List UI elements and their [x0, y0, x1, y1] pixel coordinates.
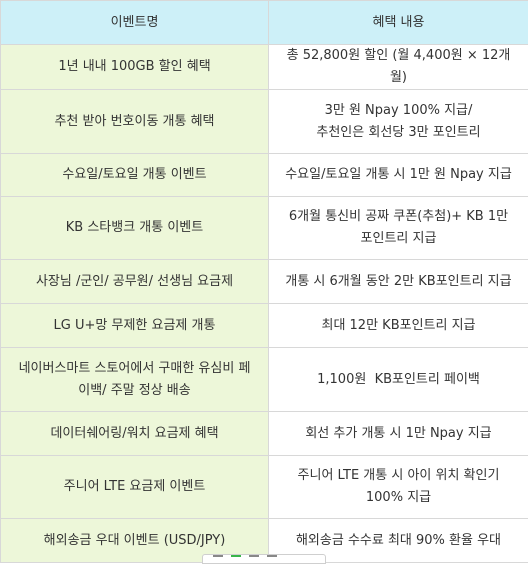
table-row: 수요일/토요일 개통 이벤트 수요일/토요일 개통 시 1만 원 Npay 지급: [1, 154, 528, 197]
benefit-cell: 개통 시 6개월 동안 2만 KB포인트리 지급: [269, 260, 528, 304]
event-cell: 1년 내내 100GB 할인 혜택: [1, 45, 269, 90]
header-benefit: 혜택 내용: [269, 1, 528, 45]
event-cell: KB 스타뱅크 개통 이벤트: [1, 197, 269, 260]
benefit-cell: 총 52,800원 할인 (월 4,400원 × 12개월): [269, 45, 528, 90]
table-header-row: 이벤트명 혜택 내용: [1, 1, 528, 45]
table-row: 데이터쉐어링/워치 요금제 혜택 회선 추가 개통 시 1만 Npay 지급: [1, 412, 528, 456]
table-row: 네이버스마트 스토어에서 구매한 유심비 페이백/ 주말 정상 배송 1,100…: [1, 348, 528, 412]
table-row: KB 스타뱅크 개통 이벤트 6개월 통신비 공짜 쿠폰(추첨)+ KB 1만 …: [1, 197, 528, 260]
benefit-cell: 수요일/토요일 개통 시 1만 원 Npay 지급: [269, 154, 528, 197]
benefit-cell: 주니어 LTE 개통 시 아이 위치 확인기 100% 지급: [269, 456, 528, 519]
event-cell: 데이터쉐어링/워치 요금제 혜택: [1, 412, 269, 456]
minus-icon[interactable]: [213, 555, 223, 563]
line-icon[interactable]: [231, 555, 241, 563]
benefit-cell: 6개월 통신비 공짜 쿠폰(추첨)+ KB 1만 포인트리 지급: [269, 197, 528, 260]
event-cell: LG U+망 무제한 요금제 개통: [1, 304, 269, 348]
event-cell: 추천 받아 번호이동 개통 혜택: [1, 90, 269, 154]
benefit-cell: 3만 원 Npay 100% 지급/ 추천인은 회선당 3만 포인트리: [269, 90, 528, 154]
event-cell: 수요일/토요일 개통 이벤트: [1, 154, 269, 197]
table-row: LG U+망 무제한 요금제 개통 최대 12만 KB포인트리 지급: [1, 304, 528, 348]
event-cell: 네이버스마트 스토어에서 구매한 유심비 페이백/ 주말 정상 배송: [1, 348, 269, 412]
header-event-name: 이벤트명: [1, 1, 269, 45]
table-row: 사장님 /군인/ 공무원/ 선생님 요금제 개통 시 6개월 동안 2만 KB포…: [1, 260, 528, 304]
benefit-cell: 회선 추가 개통 시 1만 Npay 지급: [269, 412, 528, 456]
table-row: 주니어 LTE 요금제 이벤트 주니어 LTE 개통 시 아이 위치 확인기 1…: [1, 456, 528, 519]
benefit-cell: 최대 12만 KB포인트리 지급: [269, 304, 528, 348]
benefit-cell: 1,100원 KB포인트리 페이백: [269, 348, 528, 412]
table-row: 1년 내내 100GB 할인 혜택 총 52,800원 할인 (월 4,400원…: [1, 45, 528, 90]
event-cell: 사장님 /군인/ 공무원/ 선생님 요금제: [1, 260, 269, 304]
floating-toolbar[interactable]: [202, 554, 326, 564]
line-icon[interactable]: [249, 555, 259, 563]
table-row: 추천 받아 번호이동 개통 혜택 3만 원 Npay 100% 지급/ 추천인은…: [1, 90, 528, 154]
line-icon[interactable]: [267, 555, 277, 563]
event-cell: 주니어 LTE 요금제 이벤트: [1, 456, 269, 519]
